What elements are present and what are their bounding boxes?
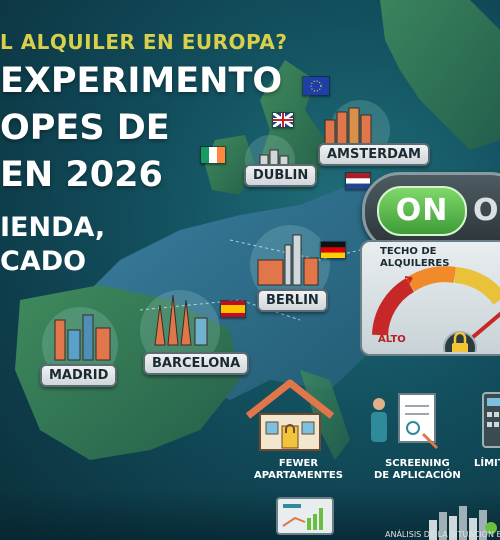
headline-kicker: L ALQUILER EN EUROPA? xyxy=(0,30,288,54)
house-lock-icon xyxy=(245,379,335,451)
headline-subtitle-line2: CADO xyxy=(0,246,87,277)
berlin-skyline xyxy=(257,234,319,286)
feature-label-fewer: FEWER APARTAMENTES xyxy=(254,458,343,482)
italy-landmass xyxy=(300,370,350,460)
feature-label-fewer-line1: FEWER xyxy=(278,458,319,469)
barcelona-skyline xyxy=(154,294,208,346)
monitor-chart-icon xyxy=(276,497,334,535)
rent-cap-gauge xyxy=(372,266,500,352)
screening-icon xyxy=(371,393,439,450)
bottom-band xyxy=(0,490,500,540)
headline-title-line1: EXPERIMENTO xyxy=(0,61,283,101)
eu-flag-icon xyxy=(302,76,330,96)
gauge-alto-label: ALTO xyxy=(378,334,406,345)
headline-title-line3: EN 2026 xyxy=(0,155,163,195)
amsterdam-skyline xyxy=(324,107,372,146)
feature-label-limit-line1: LÍMIT xyxy=(474,458,500,469)
toggle-off-label: O xyxy=(473,193,499,228)
spain-flag-icon xyxy=(220,300,246,318)
city-skyline-icon xyxy=(429,506,497,540)
gauge-arrow-icon xyxy=(384,277,413,306)
city-label-berlin: BERLIN xyxy=(257,289,328,312)
city-label-amsterdam: AMSTERDAM xyxy=(318,143,430,166)
feature-label-screening: SCREENING DE APLICACIÓN xyxy=(374,458,461,482)
city-label-barcelona: BARCELONA xyxy=(143,352,250,375)
calculator-icon xyxy=(482,392,500,448)
city-label-dublin: DUBLIN xyxy=(244,164,318,187)
scandinavia-landmass xyxy=(380,0,500,150)
headline-subtitle-line1: IENDA, xyxy=(0,212,106,243)
feature-label-screening-line2: DE APLICACIÓN xyxy=(374,470,461,481)
rent-cap-gauge-panel xyxy=(360,240,500,356)
city-label-madrid: MADRID xyxy=(40,364,118,387)
madrid-skyline xyxy=(54,314,111,361)
feature-label-screening-line1: SCREENING xyxy=(385,458,450,469)
footer-analysis-text: ANÁLISIS DE LA SITUACIÓN EN EURO xyxy=(385,530,500,539)
headline-title-line2: OPES DE xyxy=(0,108,170,148)
feature-label-limit: LÍMIT xyxy=(474,458,500,470)
gauge-title-line2: ALQUILERES xyxy=(380,258,450,269)
gauge-title: TECHO DE ALQUILERES xyxy=(380,246,449,270)
netherlands-flag-icon xyxy=(345,172,371,190)
ireland-flag-icon xyxy=(200,146,226,164)
uk-flag-icon xyxy=(272,112,294,128)
toggle-on-label: ON xyxy=(377,186,467,236)
gauge-title-line1: TECHO DE xyxy=(380,246,437,257)
germany-flag-icon xyxy=(320,241,346,259)
feature-label-fewer-line2: APARTAMENTES xyxy=(254,470,343,481)
